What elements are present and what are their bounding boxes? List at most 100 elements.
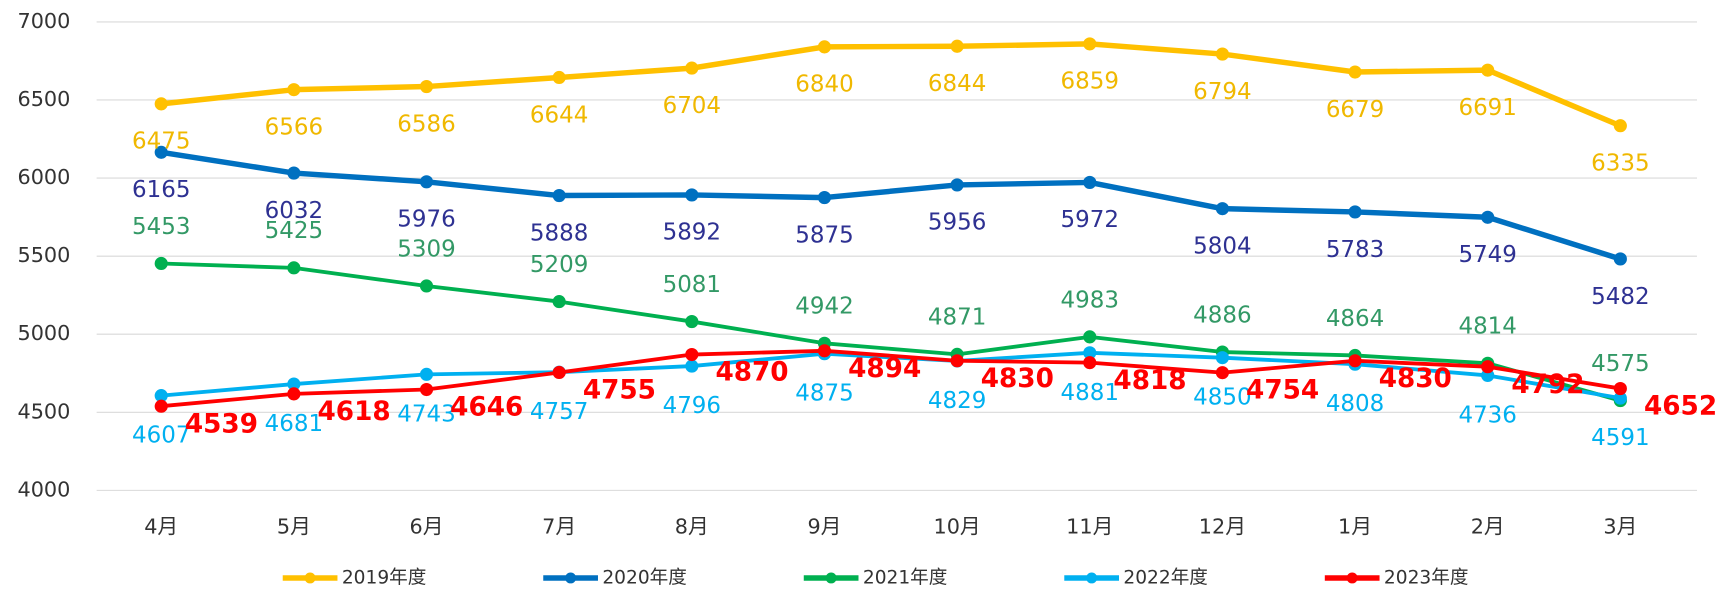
point <box>1613 252 1627 266</box>
point <box>1215 366 1229 380</box>
data-label: 4607 <box>132 423 190 449</box>
point <box>1613 119 1627 133</box>
data-label: 4871 <box>928 305 986 331</box>
point <box>419 175 434 189</box>
point <box>154 97 168 111</box>
data-label: 4829 <box>928 388 986 414</box>
data-label: 5888 <box>530 220 588 246</box>
legend-label: 2023年度 <box>1384 567 1469 588</box>
data-label: 4886 <box>1193 302 1251 328</box>
data-label: 5783 <box>1326 237 1384 263</box>
data-label: 5956 <box>928 210 986 236</box>
x-tick-label: 1月 <box>1338 515 1372 539</box>
point <box>685 359 699 373</box>
data-label: 5081 <box>663 272 721 298</box>
point <box>817 40 832 54</box>
data-label: 4818 <box>1113 366 1186 396</box>
data-label: 4754 <box>1246 376 1319 406</box>
data-label: 4875 <box>795 381 853 407</box>
data-label: 4591 <box>1591 425 1649 451</box>
y-tick-label: 5000 <box>17 321 70 345</box>
point <box>1083 356 1097 370</box>
point <box>1083 330 1097 344</box>
point <box>1481 63 1495 77</box>
point <box>1348 205 1362 219</box>
legend-label: 2019年度 <box>342 567 427 588</box>
y-tick-label: 4000 <box>17 477 70 501</box>
data-label: 6691 <box>1458 95 1516 121</box>
point <box>419 79 434 94</box>
x-tick-label: 6月 <box>410 515 444 539</box>
data-label: 5875 <box>795 222 853 248</box>
legend-marker <box>1086 572 1098 584</box>
data-label: 4646 <box>450 393 523 423</box>
legend-marker <box>1346 572 1358 584</box>
legend-label: 2022年度 <box>1123 567 1208 588</box>
data-label: 4681 <box>265 411 323 437</box>
x-tick-label: 3月 <box>1603 515 1637 539</box>
point <box>950 39 964 53</box>
data-label: 6840 <box>795 72 853 98</box>
data-label: 5482 <box>1591 284 1649 310</box>
data-label: 4618 <box>318 397 391 427</box>
x-tick-label: 10月 <box>933 515 980 539</box>
data-label: 6704 <box>663 93 721 119</box>
data-label: 5972 <box>1061 207 1119 233</box>
data-label: 6844 <box>928 71 986 97</box>
series-line <box>160 149 1622 262</box>
data-label: 6032 <box>265 198 323 224</box>
data-label: 5749 <box>1458 242 1516 268</box>
data-label: 4894 <box>848 354 921 384</box>
y-tick-label: 5500 <box>17 243 70 267</box>
data-label: 6475 <box>132 129 190 155</box>
point <box>685 315 699 329</box>
point <box>1083 346 1097 360</box>
point <box>817 191 832 205</box>
point <box>154 256 168 271</box>
point <box>287 261 301 275</box>
point <box>1481 360 1495 374</box>
data-label: 6644 <box>530 102 588 128</box>
x-tick-label: 11月 <box>1066 515 1113 539</box>
data-label: 5309 <box>397 236 455 262</box>
y-tick-label: 7000 <box>17 9 70 33</box>
point <box>552 70 566 85</box>
legend-marker <box>304 572 316 584</box>
y-tick-label: 6000 <box>17 165 70 189</box>
point <box>1215 47 1229 61</box>
point <box>419 279 434 293</box>
data-label: 4942 <box>795 294 853 320</box>
series-line <box>160 41 1622 129</box>
data-label: 6586 <box>397 111 455 137</box>
point <box>154 389 168 403</box>
data-label: 4808 <box>1326 391 1384 417</box>
point <box>685 61 699 75</box>
data-label: 4850 <box>1193 385 1251 411</box>
legend-marker <box>565 572 577 584</box>
data-label: 4881 <box>1061 380 1119 406</box>
point <box>1215 351 1229 365</box>
point <box>419 382 434 397</box>
legend-label: 2020年度 <box>602 567 687 588</box>
data-label: 4539 <box>185 409 258 439</box>
point <box>552 295 566 309</box>
y-tick-label: 4500 <box>17 399 70 423</box>
data-label: 4575 <box>1591 351 1649 377</box>
point <box>154 399 168 413</box>
data-label: 4870 <box>715 358 788 388</box>
point <box>1481 210 1495 224</box>
data-label: 4983 <box>1061 287 1119 313</box>
data-label: 5892 <box>663 220 721 246</box>
point <box>1083 175 1097 189</box>
point <box>1613 391 1627 405</box>
data-label: 4652 <box>1644 392 1717 422</box>
x-tick-label: 5月 <box>277 515 311 539</box>
data-label: 6165 <box>132 177 190 203</box>
data-label: 6679 <box>1326 97 1384 123</box>
point <box>685 347 699 362</box>
data-label: 5453 <box>132 214 190 240</box>
y-tick-label: 6500 <box>17 87 70 111</box>
point <box>552 365 566 380</box>
data-label: 4792 <box>1511 370 1584 400</box>
